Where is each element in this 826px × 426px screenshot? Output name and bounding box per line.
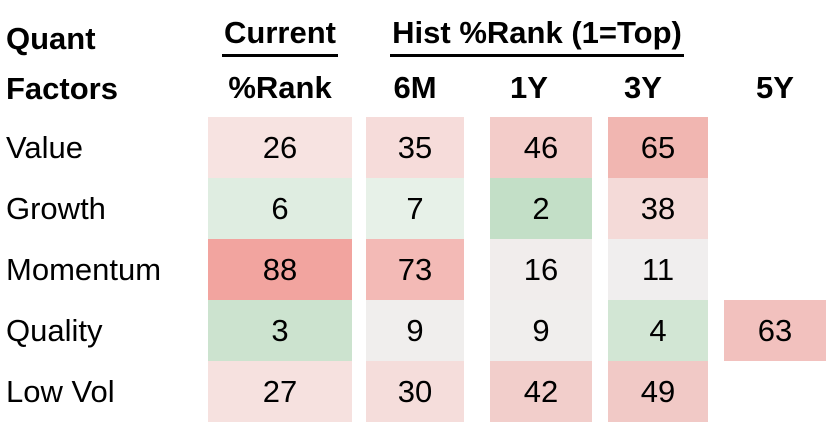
cell-value-5y — [724, 117, 826, 178]
cell-momentum-5y — [724, 239, 826, 300]
col-header-6m: 6M — [393, 70, 437, 105]
cell-quality-3y: 4 — [608, 300, 708, 361]
cell-lowvol-3y: 49 — [608, 361, 708, 422]
cell-momentum-pctrank: 88 — [208, 239, 352, 300]
row-label-quality: Quality — [6, 313, 103, 348]
column-group-current: Current — [208, 14, 352, 58]
col-header-pctrank: %Rank — [228, 70, 332, 105]
table-title-line1: Quant — [6, 21, 96, 56]
cell-momentum-6m: 73 — [366, 239, 464, 300]
col-header-3y: 3Y — [624, 70, 662, 105]
cell-growth-3y: 38 — [608, 178, 708, 239]
row-label-momentum: Momentum — [6, 252, 162, 287]
cell-momentum-3y: 11 — [608, 239, 708, 300]
cell-lowvol-1y: 42 — [490, 361, 592, 422]
cell-growth-pctrank: 6 — [208, 178, 352, 239]
col-header-1y: 1Y — [510, 70, 548, 105]
table-title: Quant Factors — [6, 14, 118, 114]
column-group-hist-label: Hist %Rank (1=Top) — [390, 14, 684, 57]
cell-value-1y: 46 — [490, 117, 592, 178]
cell-quality-1y: 9 — [490, 300, 592, 361]
table-title-line2: Factors — [6, 71, 118, 106]
cell-value-pctrank: 26 — [208, 117, 352, 178]
cell-momentum-1y: 16 — [490, 239, 592, 300]
cell-value-6m: 35 — [366, 117, 464, 178]
cell-quality-5y: 63 — [724, 300, 826, 361]
cell-lowvol-6m: 30 — [366, 361, 464, 422]
cell-lowvol-pctrank: 27 — [208, 361, 352, 422]
column-group-hist: Hist %Rank (1=Top) — [366, 14, 708, 58]
cell-growth-6m: 7 — [366, 178, 464, 239]
cell-quality-6m: 9 — [366, 300, 464, 361]
cell-growth-1y: 2 — [490, 178, 592, 239]
row-label-growth: Growth — [6, 191, 106, 226]
cell-value-3y: 65 — [608, 117, 708, 178]
row-label-value: Value — [6, 130, 83, 165]
row-label-lowvol: Low Vol — [6, 374, 115, 409]
col-header-5y: 5Y — [756, 70, 794, 105]
column-group-current-label: Current — [222, 14, 338, 57]
cell-quality-pctrank: 3 — [208, 300, 352, 361]
cell-lowvol-5y — [724, 361, 826, 422]
cell-growth-5y — [724, 178, 826, 239]
